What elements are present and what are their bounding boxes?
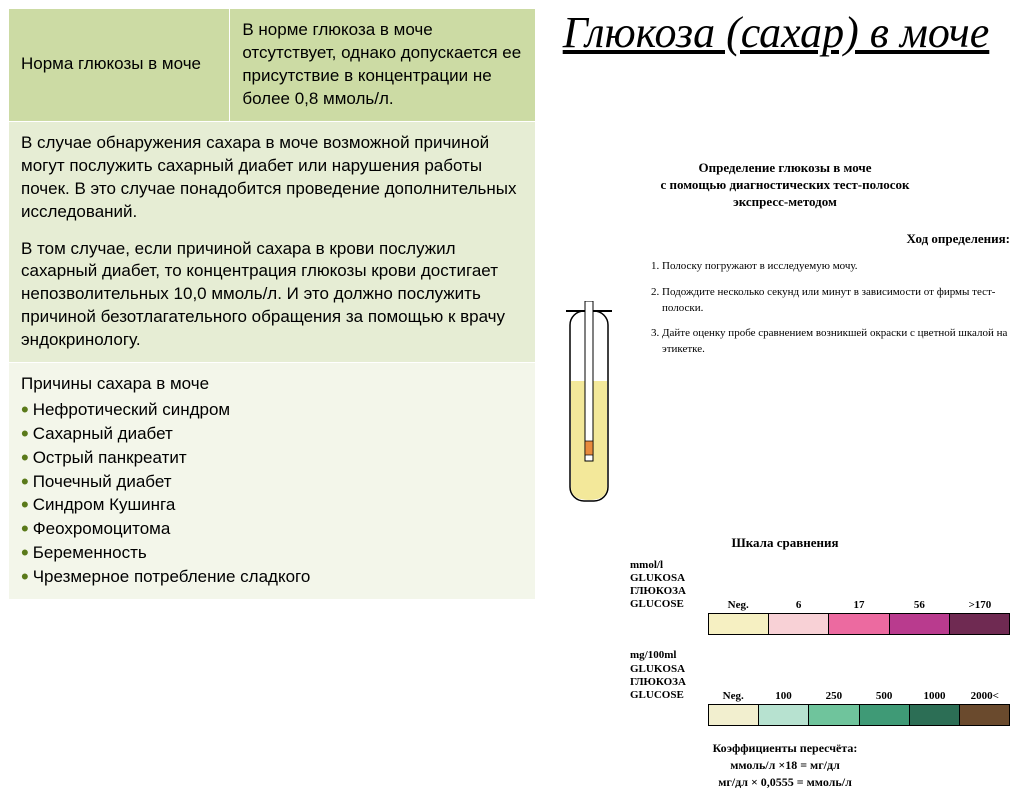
list-item: Почечный диабет <box>21 470 523 494</box>
scale-name: ГЛЮКОЗА <box>630 585 686 597</box>
scale-heading: Шкала сравнения <box>560 535 1010 551</box>
list-item: Сахарный диабет <box>21 422 523 446</box>
scale-value: 250 <box>809 690 859 702</box>
scale-name: GLUKOSA <box>630 663 685 675</box>
color-swatch <box>860 705 910 725</box>
list-item: Чрезмерное потребление сладкого <box>21 565 523 589</box>
list-item: Нефротический синдром <box>21 398 523 422</box>
color-scale-mmol: mmol/l GLUKOSA ГЛЮКОЗА GLUCOSE Neg. 6 17… <box>630 559 1010 636</box>
scale-value: 100 <box>758 690 808 702</box>
scale-name: GLUCOSE <box>630 689 684 701</box>
info-table: Норма глюкозы в моче В норме глюкоза в м… <box>8 8 536 600</box>
steps-list: Полоску погружают в исследуемую мочу. По… <box>636 259 1010 359</box>
causes-title: Причины сахара в моче <box>21 373 523 396</box>
swatch-row <box>708 704 1010 726</box>
table-row-causes: Причины сахара в моче Нефротический синд… <box>9 363 536 599</box>
scale-unit-column: mmol/l GLUKOSA ГЛЮКОЗА GLUCOSE <box>630 559 708 612</box>
list-item: Подождите несколько секунд или минут в з… <box>662 285 1010 317</box>
steps-heading: Ход определения: <box>636 231 1010 247</box>
scale-value: 500 <box>859 690 909 702</box>
diagram-row: Ход определения: Полоску погружают в исс… <box>560 231 1010 521</box>
coef-title: Коэффициенты пересчёта: <box>713 741 858 755</box>
list-item: Беременность <box>21 541 523 565</box>
page-title: Глюкоза (сахар) в моче <box>556 8 996 59</box>
scale-name: GLUCOSE <box>630 598 684 610</box>
subtitle-line: экспресс-методом <box>733 194 837 209</box>
scale-value: >170 <box>950 599 1010 611</box>
color-swatch <box>960 705 1009 725</box>
glucose-table: Норма глюкозы в моче В норме глюкоза в м… <box>8 8 536 600</box>
diagram-subtitle: Определение глюкозы в моче с помощью диа… <box>560 160 1010 211</box>
scale-name: ГЛЮКОЗА <box>630 676 686 688</box>
color-swatch <box>759 705 809 725</box>
scale-values: Neg. 100 250 500 1000 2000< <box>708 690 1010 702</box>
norm-text-cell: В норме глюкоза в моче отсутствует, одна… <box>230 9 536 122</box>
color-swatch <box>709 705 759 725</box>
norm-label-cell: Норма глюкозы в моче <box>9 9 230 122</box>
subtitle-line: Определение глюкозы в моче <box>699 160 872 175</box>
scale-value: 56 <box>889 599 949 611</box>
scale-unit-column: mg/100ml GLUKOSA ГЛЮКОЗА GLUCOSE <box>630 649 708 702</box>
list-item: Синдром Кушинга <box>21 493 523 517</box>
list-item: Дайте оценку пробе сравнением возникшей … <box>662 326 1010 358</box>
list-item: Полоску погружают в исследуемую мочу. <box>662 259 1010 275</box>
table-row-detail: В случае обнаружения сахара в моче возмо… <box>9 121 536 362</box>
color-scale-mg: mg/100ml GLUKOSA ГЛЮКОЗА GLUCOSE Neg. 10… <box>630 649 1010 726</box>
table-row-norm: Норма глюкозы в моче В норме глюкоза в м… <box>9 9 536 122</box>
coef-line: мг/дл × 0,0555 = ммоль/л <box>718 775 852 789</box>
detail-paragraph-2: В том случае, если причиной сахара в кро… <box>21 238 523 353</box>
scale-labels: mg/100ml GLUKOSA ГЛЮКОЗА GLUCOSE Neg. 10… <box>630 649 1010 702</box>
list-item: Острый панкреатит <box>21 446 523 470</box>
coef-line: ммоль/л ×18 = мг/дл <box>730 758 840 772</box>
detail-paragraph-1: В случае обнаружения сахара в моче возмо… <box>21 132 523 224</box>
scale-value: 17 <box>829 599 889 611</box>
steps-block: Ход определения: Полоску погружают в исс… <box>636 231 1010 369</box>
scale-value: Neg. <box>708 599 768 611</box>
scale-value: 1000 <box>909 690 959 702</box>
color-swatch <box>709 614 769 634</box>
color-swatch <box>809 705 859 725</box>
list-item: Феохромоцитома <box>21 517 523 541</box>
coefficients: Коэффициенты пересчёта: ммоль/л ×18 = мг… <box>560 740 1010 790</box>
subtitle-line: с помощью диагностических тест-полосок <box>660 177 909 192</box>
scale-value: Neg. <box>708 690 758 702</box>
scale-name: GLUKOSA <box>630 572 685 584</box>
color-swatch <box>769 614 829 634</box>
color-swatch <box>890 614 950 634</box>
scale-unit: mmol/l <box>630 559 663 571</box>
causes-list: Нефротический синдром Сахарный диабет Ос… <box>21 398 523 588</box>
detail-cell: В случае обнаружения сахара в моче возмо… <box>9 121 536 362</box>
causes-cell: Причины сахара в моче Нефротический синд… <box>9 363 536 599</box>
diagram-panel: Определение глюкозы в моче с помощью диа… <box>560 160 1010 791</box>
scale-unit: mg/100ml <box>630 649 676 661</box>
scale-values: Neg. 6 17 56 >170 <box>708 599 1010 611</box>
scale-labels: mmol/l GLUKOSA ГЛЮКОЗА GLUCOSE Neg. 6 17… <box>630 559 1010 612</box>
scale-value: 2000< <box>960 690 1010 702</box>
swatch-row <box>708 613 1010 635</box>
color-swatch <box>950 614 1009 634</box>
test-tube-icon <box>560 231 618 521</box>
color-swatch <box>829 614 889 634</box>
color-swatch <box>910 705 960 725</box>
scale-value: 6 <box>768 599 828 611</box>
